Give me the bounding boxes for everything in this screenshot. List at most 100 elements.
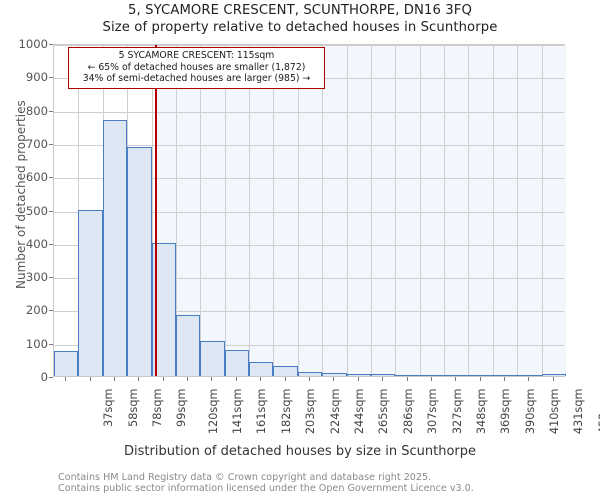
histogram-bar — [517, 374, 542, 376]
gridline-horizontal — [54, 344, 564, 346]
larger-properties-shading — [155, 45, 566, 376]
gridline-horizontal — [54, 111, 564, 113]
histogram-bar — [249, 361, 274, 376]
x-axis-tick-label: 224sqm — [328, 388, 342, 435]
histogram-bar — [54, 351, 79, 376]
histogram-bar — [346, 373, 371, 376]
y-axis-tick-mark — [49, 110, 53, 112]
gridline-horizontal — [54, 311, 564, 313]
x-axis-tick-label: 410sqm — [548, 388, 562, 435]
plot-area — [53, 44, 566, 377]
footer-line-2: Contains public sector information licen… — [58, 483, 474, 495]
y-axis-tick-label: 0 — [40, 370, 48, 384]
x-axis-tick-mark — [113, 377, 115, 381]
y-axis-tick-label: 400 — [25, 236, 48, 251]
histogram-bar — [541, 374, 566, 376]
x-axis-tick-label: 265sqm — [377, 388, 391, 435]
y-axis-tick-label: 300 — [25, 270, 48, 285]
gridline-vertical — [249, 45, 251, 376]
gridline-vertical — [492, 45, 494, 376]
gridline-vertical — [541, 45, 543, 376]
x-axis-tick-label: 286sqm — [401, 388, 415, 435]
footer-line-1: Contains HM Land Registry data © Crown c… — [58, 472, 432, 483]
y-axis-tick-mark — [49, 243, 53, 245]
x-axis-tick-mark — [382, 377, 384, 381]
y-axis-tick-mark — [49, 310, 53, 312]
histogram-bar — [273, 366, 298, 376]
y-axis-tick-label: 1000 — [18, 37, 48, 51]
x-axis-tick-mark — [211, 377, 213, 381]
x-axis-tick-mark — [406, 377, 408, 381]
y-axis-tick-mark — [49, 44, 53, 45]
x-axis-tick-mark — [309, 377, 310, 381]
annotation-box: 5 SYCAMORE CRESCENT: 115sqm ← 65% of det… — [68, 47, 325, 89]
gridline-vertical — [175, 45, 177, 376]
x-axis-tick-mark — [89, 377, 91, 381]
y-axis-tick-mark — [49, 343, 53, 345]
gridline-vertical — [395, 45, 397, 376]
gridline-vertical — [419, 45, 421, 376]
x-axis-tick-mark — [455, 377, 457, 381]
gridline-horizontal — [54, 244, 564, 246]
x-axis-tick-label: 369sqm — [499, 388, 513, 435]
gridline-vertical — [224, 45, 226, 376]
x-axis-tick-label: 58sqm — [126, 388, 140, 427]
x-axis-tick-label: 390sqm — [523, 388, 537, 435]
gridline-vertical — [200, 45, 202, 376]
y-axis-tick-mark — [49, 143, 53, 145]
y-axis-tick-label: 500 — [25, 203, 48, 218]
x-axis-tick-label: 203sqm — [304, 388, 318, 435]
y-axis-tick-label: 600 — [25, 170, 48, 185]
histogram-bar — [419, 374, 445, 376]
x-axis-tick-mark — [430, 377, 432, 381]
gridline-horizontal — [54, 178, 564, 180]
y-axis-tick-mark — [49, 210, 53, 212]
x-axis-tick-label: 120sqm — [206, 388, 220, 435]
histogram-bar — [468, 374, 493, 376]
y-axis-tick-mark — [49, 377, 53, 378]
gridline-vertical — [370, 45, 372, 376]
x-axis-tick-mark — [528, 377, 530, 381]
x-axis-tick-mark — [284, 377, 286, 381]
x-axis-tick-label: 99sqm — [175, 388, 189, 427]
annotation-line-2: ← 65% of detached houses are smaller (1,… — [87, 61, 306, 73]
histogram-bar — [492, 374, 518, 376]
x-axis-tick-label: 78sqm — [150, 388, 164, 427]
gridline-vertical — [517, 45, 519, 376]
histogram-bar — [444, 374, 469, 376]
histogram-bar — [78, 209, 103, 376]
gridline-horizontal — [54, 144, 564, 146]
gridline-vertical — [444, 45, 446, 376]
y-axis-tick-label: 700 — [25, 136, 48, 151]
histogram-bar — [224, 350, 250, 376]
gridline-horizontal — [54, 278, 564, 280]
histogram-bar — [370, 374, 396, 376]
gridline-vertical — [297, 45, 299, 376]
x-axis-tick-label: 307sqm — [426, 388, 440, 435]
x-axis-tick-mark — [504, 377, 506, 381]
property-size-marker-line — [155, 45, 157, 376]
histogram-bar — [297, 372, 323, 376]
gridline-vertical — [322, 45, 324, 376]
x-axis-tick-mark — [357, 377, 359, 381]
x-axis-title: Distribution of detached houses by size … — [124, 444, 476, 459]
x-axis-tick-mark — [187, 377, 189, 381]
x-axis-tick-mark — [260, 377, 262, 381]
x-axis-tick-label: 327sqm — [450, 388, 464, 435]
x-axis-tick-label: 244sqm — [353, 388, 367, 435]
histogram-bar — [175, 315, 201, 376]
gridline-vertical — [468, 45, 470, 376]
annotation-line-3: 34% of semi-detached houses are larger (… — [82, 73, 311, 85]
x-axis-tick-mark — [235, 377, 237, 381]
gridline-vertical — [273, 45, 275, 376]
x-axis-tick-label: 161sqm — [255, 388, 269, 435]
x-axis-tick-mark — [162, 377, 164, 381]
y-axis-tick-label: 800 — [25, 103, 48, 118]
x-axis-tick-mark — [138, 377, 140, 381]
page-title: 5, SYCAMORE CRESCENT, SCUNTHORPE, DN16 3… — [128, 3, 472, 18]
y-axis-tick-label: 100 — [25, 336, 48, 351]
gridline-horizontal — [54, 45, 564, 46]
x-axis-tick-mark — [65, 377, 67, 381]
chart-subtitle: Size of property relative to detached ho… — [102, 20, 498, 35]
